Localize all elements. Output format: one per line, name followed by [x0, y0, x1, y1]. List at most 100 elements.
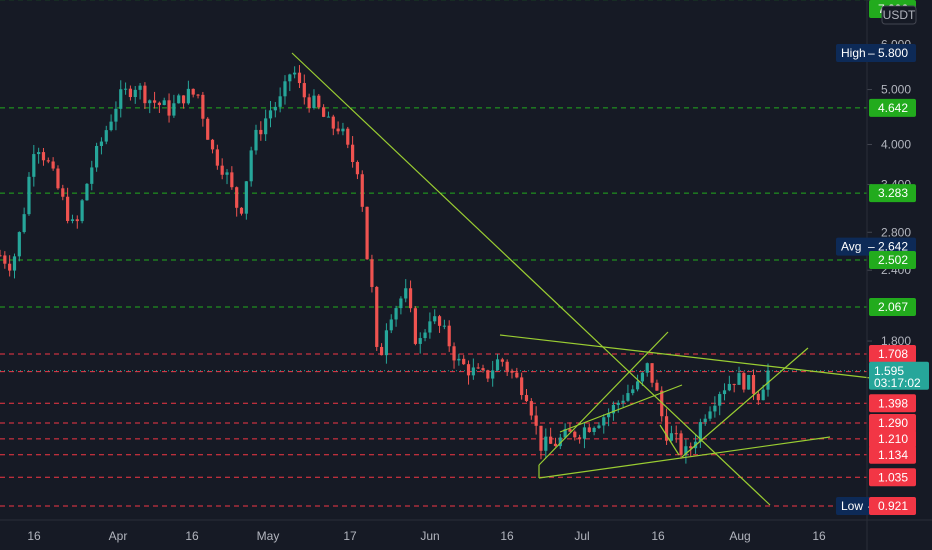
red-level-badge-box: [869, 497, 916, 515]
red-level-badge-box: [869, 344, 916, 363]
candle-body: [655, 382, 659, 391]
candle-body: [718, 394, 722, 406]
candles: [0, 65, 770, 464]
candle-body: [428, 321, 432, 333]
red-level-badge: 1.134: [869, 445, 916, 464]
countdown-timer: 03:17:02: [874, 376, 921, 390]
candle-body: [148, 100, 152, 104]
candle-body: [389, 319, 393, 331]
candle-body: [568, 429, 572, 432]
green-level-badge-value: 4.642: [878, 101, 908, 115]
candle-body: [549, 436, 553, 444]
candle-body: [500, 359, 504, 362]
candle-body: [3, 255, 7, 264]
candle-body: [41, 152, 46, 161]
red-level-badge: 1.210: [869, 429, 916, 448]
candle-body: [621, 400, 625, 403]
candle-body: [476, 367, 480, 369]
avg-badge-value: – 2.642: [868, 240, 908, 254]
candle-body: [239, 207, 244, 214]
candle-body: [742, 373, 746, 390]
candle-body: [732, 383, 736, 385]
candle-body: [123, 88, 128, 90]
red-level-badge-value: 0.921: [878, 499, 908, 513]
candle-body: [592, 427, 596, 433]
candle-body: [597, 425, 601, 428]
candle-body: [355, 161, 360, 175]
currency-label[interactable]: USDT: [881, 5, 917, 25]
green-level-badge-value: 2.067: [878, 300, 908, 314]
candle-body: [75, 219, 79, 222]
green-level-badge-box: [869, 297, 916, 316]
green-level-badge-box: [869, 98, 916, 117]
candle-body: [215, 149, 219, 166]
green-level-badge-box: [869, 250, 916, 269]
candle-body: [210, 139, 215, 150]
candle-body: [573, 431, 577, 438]
candle-body: [341, 128, 345, 132]
candle-body: [37, 152, 41, 155]
candle-body: [495, 359, 500, 371]
trendline: [559, 384, 683, 433]
candle-body: [640, 372, 645, 382]
candle-body: [80, 200, 84, 222]
candle-body: [689, 446, 693, 449]
candle-body: [225, 172, 229, 175]
candle-body: [331, 116, 335, 129]
candle-body: [206, 118, 210, 140]
candle-body: [302, 83, 306, 98]
red-level-badge-value: 1.035: [878, 470, 908, 484]
x-tick-label: Jul: [574, 529, 589, 543]
x-tick-label: 16: [651, 529, 665, 543]
candle-body: [616, 402, 620, 405]
candle-body: [563, 429, 567, 438]
candle-body: [351, 144, 355, 162]
x-tick-label: May: [257, 529, 280, 543]
candle-body: [268, 110, 273, 119]
candle-body: [664, 416, 669, 441]
candle-body: [201, 94, 205, 119]
trendline: [538, 436, 831, 479]
trendline: [538, 331, 669, 466]
candle-body: [404, 288, 408, 299]
red-level-badge-box: [869, 445, 916, 464]
green-level-badge: 2.502: [869, 250, 916, 269]
red-level-badge: 0.921: [869, 497, 916, 515]
horizontal-levels: [0, 0, 867, 507]
candle-body: [61, 188, 65, 197]
currency-label-box: [881, 5, 917, 25]
candle-body: [172, 103, 176, 116]
candle-body: [249, 150, 253, 182]
candle-body: [539, 425, 543, 451]
trendline: [659, 424, 680, 456]
candle-body: [515, 372, 519, 378]
candle-body: [326, 116, 331, 118]
x-tick-label: 17: [343, 529, 357, 543]
candle-body: [462, 358, 466, 365]
candle-body: [157, 102, 161, 106]
candle-body: [114, 108, 118, 122]
candle-body: [611, 404, 616, 414]
candle-body: [186, 88, 190, 104]
candle-body: [486, 370, 490, 379]
candle-body: [674, 433, 678, 435]
red-level-badge-box: [869, 394, 916, 413]
candle-body: [520, 377, 524, 396]
candle-body: [408, 288, 413, 309]
time-scale[interactable]: 16 Apr 16 May 17 Jun 16 Jul 16 Aug 16: [27, 529, 826, 543]
red-level-badge-value: 1.134: [878, 448, 908, 462]
candle-body: [747, 375, 751, 390]
candle-body: [505, 361, 509, 371]
trendline: [291, 52, 771, 506]
high-badge-value: – 5.800: [868, 46, 908, 60]
x-tick-label: 16: [185, 529, 199, 543]
x-tick-label: 16: [812, 529, 826, 543]
candle-body: [336, 128, 340, 132]
candle-body: [471, 367, 475, 376]
candle-body: [751, 375, 756, 394]
candle-body: [85, 183, 89, 201]
red-level-badge-value: 1.210: [878, 432, 908, 446]
